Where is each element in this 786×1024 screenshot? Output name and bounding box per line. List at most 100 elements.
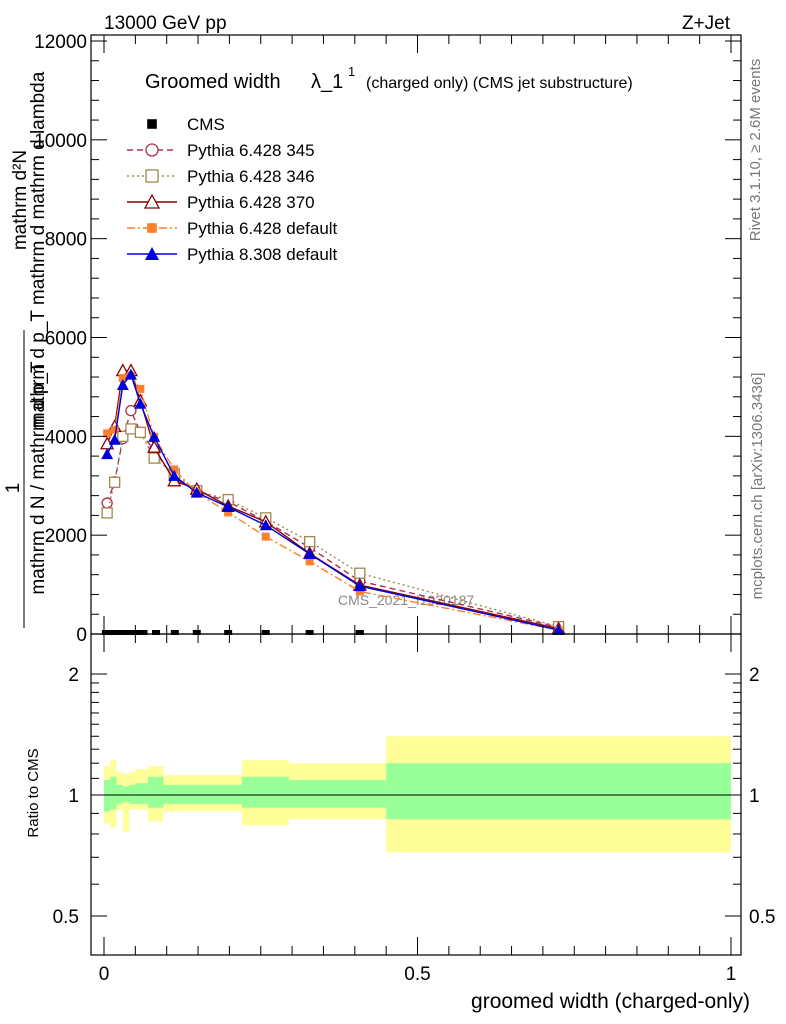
data-point [139,630,148,635]
data-point [170,465,179,474]
ratio-band-inner [104,779,111,812]
data-point [303,547,316,559]
series-line [106,374,559,631]
legend-label: Pythia 6.428 345 [187,141,315,160]
ratio-band-inner [386,763,731,820]
ratio-band-inner [147,776,164,808]
legend-label: CMS [187,115,225,134]
ratio-band-inner [129,784,136,804]
series-3 [100,363,566,635]
series-line [106,369,559,630]
ratio-band-inner [241,776,289,808]
ratio-y-tick-label-right: 2 [749,665,760,686]
data-point [222,500,235,512]
data-point [120,630,129,635]
data-point [261,532,270,541]
ylabel-numerator: mathrm d²N [10,150,31,250]
legend-label: Pythia 8.308 default [187,245,338,264]
legend-entry: Pythia 6.428 default [127,219,338,238]
title-suffix: (charged only) (CMS jet substructure) [366,75,633,92]
ratio-band-inner [185,784,242,804]
data-point [259,519,272,531]
ylabel-norm: mathrm d N / mathrm d p_T [28,361,49,595]
data-point [152,630,161,635]
ratio-y-tick-label: 1 [68,786,79,807]
data-point [110,425,119,434]
data-point [114,630,123,635]
data-point [134,397,147,409]
legend-marker [145,247,159,260]
series-line [106,408,559,628]
data-point [101,630,110,635]
legend-marker [145,143,159,157]
data-point [101,507,113,519]
ratio-band-outer [122,773,130,832]
data-point [134,426,147,439]
data-point [355,587,364,596]
main-ylabel: mathrm d²N mathrm d p_T mathrm d mathrm … [3,71,49,628]
ratio-band-inner [163,784,186,804]
y-tick-label: 8000 [45,230,87,251]
data-point [168,469,181,481]
ratio-band-inner [288,779,387,808]
data-point [108,433,121,445]
ylabel-one: 1 [3,483,24,494]
data-point [305,557,314,566]
data-point [147,439,162,453]
data-point [224,630,233,635]
data-point [148,430,161,442]
ylabel-denominator: mathrm d p_T mathrm d mathrm d lambda [28,71,49,428]
ratio-y-tick-label: 2 [68,665,79,686]
legend-marker [143,193,161,209]
y-tick-label: 12000 [34,32,87,53]
data-point [355,630,364,635]
legend-label: Pythia 6.428 370 [187,193,315,212]
x-tick-label: 0 [99,964,110,985]
data-point [117,430,129,442]
x-tick-label: 0.5 [404,964,430,985]
y-tick-label: 2000 [45,526,87,547]
ratio-y-tick-label-right: 0.5 [749,907,775,928]
data-point [170,630,179,635]
plot-title: Groomed width λ_1 1 (charged only) (CMS … [145,64,633,93]
legend: CMS Pythia 6.428 345 Pythia 6.428 346 Pythi… [127,115,338,264]
data-point [304,535,316,548]
data-point [354,567,366,579]
ratio-uncertainty-bands [104,736,731,853]
main-plot-series [100,363,566,636]
ratio-band-inner [110,776,117,810]
title-main: Groomed width [145,71,281,93]
data-point [101,497,113,509]
data-point [125,423,137,435]
legend-entry: CMS [147,115,225,134]
data-point [261,630,270,635]
x-tick-label: 1 [726,964,737,985]
legend-marker [145,169,159,183]
header-right: Z+Jet [682,13,731,34]
rivet-label: Rivet 3.1.10, ≥ 2.6M events [747,59,764,242]
y-tick-label: 6000 [45,329,87,350]
data-point [136,384,145,393]
ratio-ylabel: Ratio to CMS [25,748,42,837]
data-point [109,476,121,488]
title-symbol: λ_1 [311,71,343,93]
data-point [118,374,127,383]
mcplots-label: mcplots.cern.ch [arXiv:1306.3436] [749,373,766,600]
data-point [353,580,366,592]
legend-marker [147,223,157,233]
data-point [552,624,565,636]
data-point [148,452,160,464]
ratio-band-inner [122,786,130,803]
data-point [125,404,137,417]
data-point [224,508,233,517]
y-tick-label: 10000 [34,131,87,152]
header-left: 13000 GeV pp [104,13,227,34]
series-line [106,428,559,628]
legend-entry: Pythia 6.428 370 [127,193,315,212]
legend-marker [147,119,157,129]
axes: 0 2000 4000 6000 8000 10000 12000 0.5 0.5 1 1 2 2 0 0.… [34,32,775,985]
y-tick-label: 4000 [45,427,87,448]
legend-label: Pythia 6.428 346 [187,167,315,186]
ratio-y-tick-label-right: 1 [749,786,760,807]
